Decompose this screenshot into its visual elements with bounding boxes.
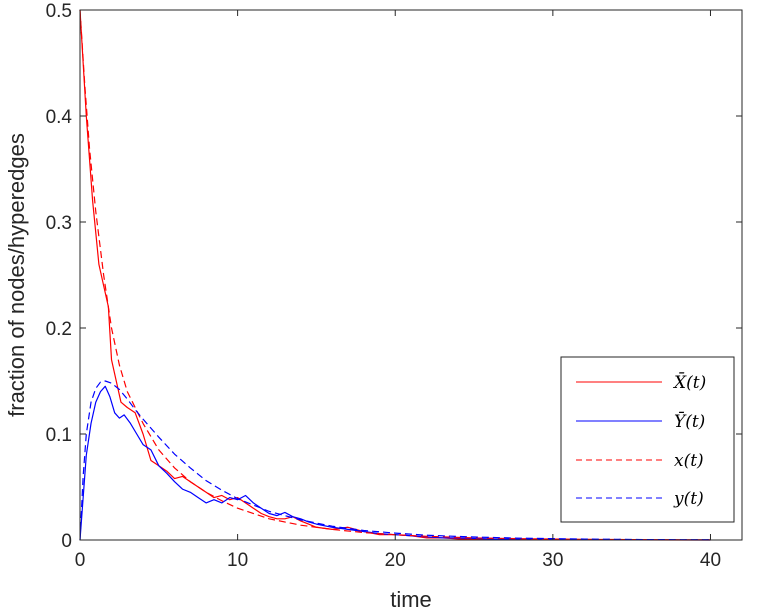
legend-label-ybar: Ȳ(t) [674, 411, 705, 432]
y-axis-title: fraction of nodes/hyperedges [4, 133, 29, 417]
y-tick-label: 0.5 [46, 1, 72, 22]
y-tick-label: 0 [61, 531, 72, 552]
legend-box [560, 356, 735, 523]
tick-layer: 0 10 20 30 40 0 0.1 0.2 0.3 0.4 0.5 [46, 1, 742, 571]
legend-label-y: y(t) [673, 489, 704, 509]
x-tick-label: 20 [385, 550, 406, 571]
y-tick-label: 0.2 [46, 319, 72, 340]
axes-box [79, 9, 743, 541]
legend-label-xbar: X̄(t) [672, 371, 706, 393]
x-tick-label: 0 [75, 550, 86, 571]
series-line-2 [79, 385, 711, 541]
legend-label-x: x(t) [674, 451, 704, 471]
y-tick-label: 0.3 [46, 213, 72, 234]
y-tick-label: 0.1 [46, 425, 72, 446]
legend: X̄(t) Ȳ(t) x(t) y(t) [560, 356, 735, 523]
y-tick-label: 0.4 [46, 107, 73, 128]
series-line-3 [79, 9, 711, 541]
x-tick-label: 10 [227, 550, 248, 571]
x-tick-label: 40 [700, 550, 721, 571]
x-tick-label: 30 [542, 550, 563, 571]
x-axis-title: time [390, 587, 432, 612]
series-layer [79, 9, 711, 541]
series-line-4 [79, 380, 711, 541]
